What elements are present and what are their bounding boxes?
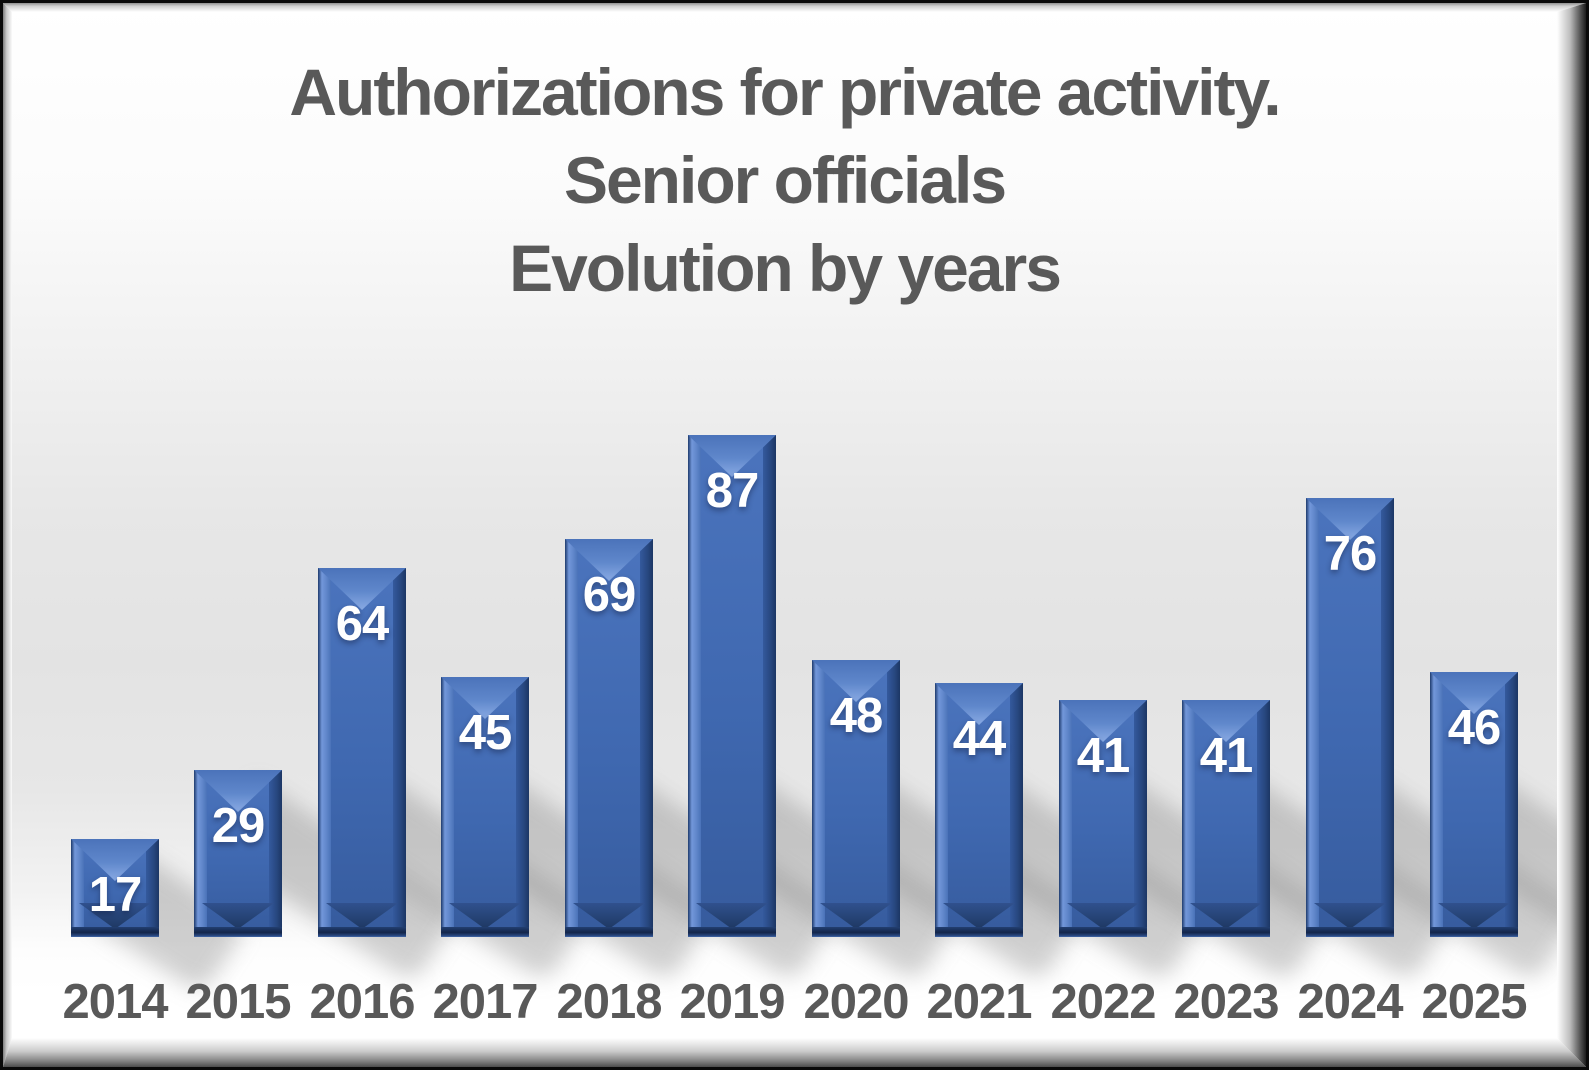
bar-value-label: 69 bbox=[582, 568, 637, 622]
bar-value-label: 29 bbox=[211, 799, 266, 853]
bar-2023 bbox=[1182, 700, 1270, 937]
bar-value-label: 44 bbox=[952, 712, 1007, 766]
bar-value-label: 48 bbox=[829, 689, 884, 743]
bar-value-label: 64 bbox=[335, 597, 390, 651]
bar-value-label: 46 bbox=[1447, 701, 1502, 755]
bar-2020 bbox=[812, 660, 900, 937]
bar-3d-shape bbox=[318, 568, 406, 937]
x-axis-label-2022: 2022 bbox=[1050, 975, 1156, 1029]
bar-2014 bbox=[71, 839, 159, 937]
bar-value-label: 45 bbox=[458, 706, 513, 760]
bar-value-label: 41 bbox=[1199, 729, 1254, 783]
x-axis-label-2020: 2020 bbox=[803, 975, 909, 1029]
bar-3d-shape bbox=[688, 435, 776, 937]
bar-value-label: 76 bbox=[1323, 527, 1378, 581]
x-axis-label-2019: 2019 bbox=[679, 975, 785, 1029]
bar-value-label: 87 bbox=[705, 464, 760, 518]
bar-value-label: 17 bbox=[88, 868, 143, 922]
chart-title-line-2: Senior officials bbox=[563, 143, 1007, 217]
bar-3d-shape bbox=[194, 770, 282, 937]
bar-2017 bbox=[441, 677, 529, 937]
x-axis-label-2024: 2024 bbox=[1297, 975, 1403, 1029]
x-axis-label-2017: 2017 bbox=[432, 975, 538, 1029]
bar-3d-shape bbox=[1182, 700, 1270, 937]
plot-area: 17 2014 29 2015 64 2016 45 2017 69 2018 87 2019 48 20… bbox=[3, 3, 1586, 1067]
bar-3d-shape bbox=[935, 683, 1023, 937]
bar-2016 bbox=[318, 568, 406, 937]
x-axis-label-2015: 2015 bbox=[185, 975, 291, 1029]
bar-2018 bbox=[565, 539, 653, 937]
bar-3d-shape bbox=[1059, 700, 1147, 937]
x-axis-label-2018: 2018 bbox=[556, 975, 662, 1029]
bar-3d-shape bbox=[565, 539, 653, 937]
bar-3d-shape bbox=[441, 677, 529, 937]
bar-2015 bbox=[194, 770, 282, 937]
chart-title-line-3: Evolution by years bbox=[509, 231, 1062, 305]
bar-2025 bbox=[1430, 672, 1518, 937]
bar-3d-shape bbox=[71, 839, 159, 937]
x-axis-label-2014: 2014 bbox=[62, 975, 168, 1029]
bar-3d-shape bbox=[1306, 498, 1394, 937]
chart-title-line-1: Authorizations for private activity. bbox=[289, 55, 1281, 129]
x-axis-label-2016: 2016 bbox=[309, 975, 415, 1029]
bar-value-label: 41 bbox=[1076, 729, 1131, 783]
bar-2022 bbox=[1059, 700, 1147, 937]
x-axis-label-2025: 2025 bbox=[1421, 975, 1527, 1029]
bar-2019 bbox=[688, 435, 776, 937]
bar-3d-shape bbox=[1430, 672, 1518, 937]
bar-3d-shape bbox=[812, 660, 900, 937]
chart-title: Authorizations for private activity. Sen… bbox=[3, 48, 1566, 312]
x-axis-label-2023: 2023 bbox=[1173, 975, 1279, 1029]
bar-2024 bbox=[1306, 498, 1394, 937]
bar-2021 bbox=[935, 683, 1023, 937]
x-axis-label-2021: 2021 bbox=[926, 975, 1032, 1029]
